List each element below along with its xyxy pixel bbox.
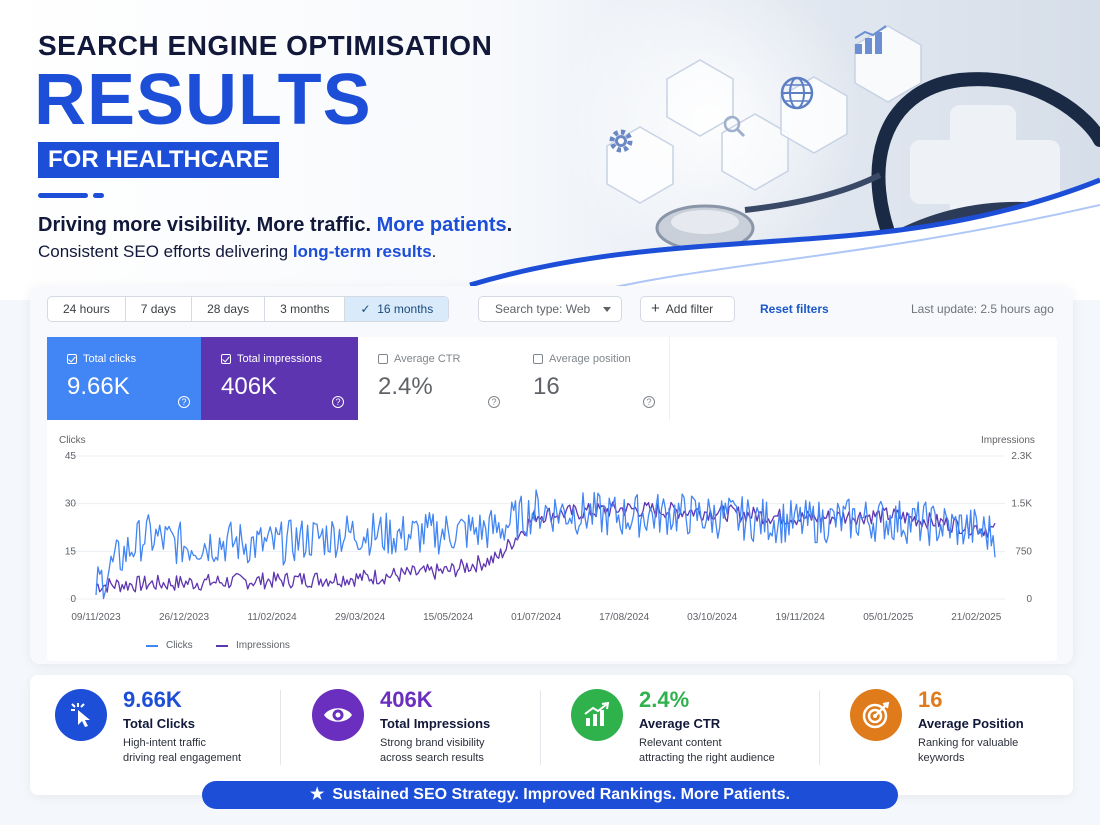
bar-chart-hexagon	[853, 24, 923, 104]
metric-total-clicks[interactable]: Total clicks 9.66K ?	[47, 337, 204, 420]
range-3-months[interactable]: 3 months	[265, 297, 346, 321]
last-update-text: Last update: 2.5 hours ago	[911, 302, 1054, 316]
add-filter-button[interactable]: + Add filter	[640, 296, 735, 322]
caret-down-icon	[603, 307, 611, 312]
stat-divider	[540, 690, 541, 765]
help-icon[interactable]: ?	[643, 396, 655, 408]
metric-value: 9.66K	[67, 373, 130, 400]
range-24-hours[interactable]: 24 hours	[48, 297, 126, 321]
checkbox-checked-icon[interactable]	[67, 354, 77, 364]
left-axis-title: Clicks	[59, 435, 86, 446]
date-range-selector: 24 hours 7 days 28 days 3 months ✓ 16 mo…	[47, 296, 450, 322]
check-icon: ✓	[360, 302, 378, 316]
range-28-days[interactable]: 28 days	[192, 297, 266, 321]
metric-average-ctr[interactable]: Average CTR 2.4% ?	[358, 337, 515, 420]
right-axis-title: Impressions	[981, 435, 1035, 446]
gear-hexagon	[605, 125, 675, 205]
growth-chart-icon	[571, 689, 623, 741]
cursor-click-icon	[55, 689, 107, 741]
search-icon	[723, 115, 746, 138]
range-16-months[interactable]: ✓ 16 months	[345, 297, 449, 321]
metric-value: 16	[533, 373, 560, 400]
metric-value: 2.4%	[378, 373, 433, 400]
stats-summary-card	[30, 675, 1073, 795]
globe-icon	[780, 76, 814, 110]
globe-hexagon	[779, 75, 849, 155]
decorative-dot	[93, 193, 104, 198]
stat-divider	[819, 690, 820, 765]
tagline-secondary: Consistent SEO efforts delivering long-t…	[38, 242, 437, 261]
search-hexagon	[720, 112, 790, 192]
help-icon[interactable]: ?	[488, 396, 500, 408]
stethoscope-illustration	[469, 72, 1100, 300]
help-icon[interactable]: ?	[332, 396, 344, 408]
plus-icon: +	[651, 300, 660, 317]
range-7-days[interactable]: 7 days	[126, 297, 193, 321]
star-icon: ★	[310, 786, 325, 803]
metric-average-position[interactable]: Average position 16 ?	[513, 337, 670, 420]
help-icon[interactable]: ?	[178, 396, 190, 408]
stat-divider	[280, 690, 281, 765]
legend-clicks: Clicks	[146, 640, 193, 651]
gear-icon	[609, 129, 633, 153]
hero-title-results: RESULTS	[34, 60, 372, 140]
eye-icon	[312, 689, 364, 741]
strategy-banner: ★ Sustained SEO Strategy. Improved Rankin…	[202, 781, 898, 809]
metric-value: 406K	[221, 373, 278, 400]
bar-chart-icon	[854, 25, 887, 54]
target-icon	[850, 689, 902, 741]
tagline-primary: Driving more visibility. More traffic. M…	[38, 214, 513, 236]
hero-title-line1: SEARCH ENGINE OPTIMISATION	[38, 30, 493, 61]
legend-impressions: Impressions	[216, 640, 290, 651]
reset-filters-link[interactable]: Reset filters	[760, 302, 829, 316]
checkbox-unchecked-icon[interactable]	[378, 354, 388, 364]
decorative-hexagon	[665, 58, 735, 138]
hero-title-healthcare: FOR HEALTHCARE	[38, 142, 279, 178]
search-type-dropdown[interactable]: Search type: Web	[478, 296, 622, 322]
metric-total-impressions[interactable]: Total impressions 406K ?	[201, 337, 358, 420]
decorative-dash	[38, 193, 88, 198]
checkbox-checked-icon[interactable]	[221, 354, 231, 364]
checkbox-unchecked-icon[interactable]	[533, 354, 543, 364]
